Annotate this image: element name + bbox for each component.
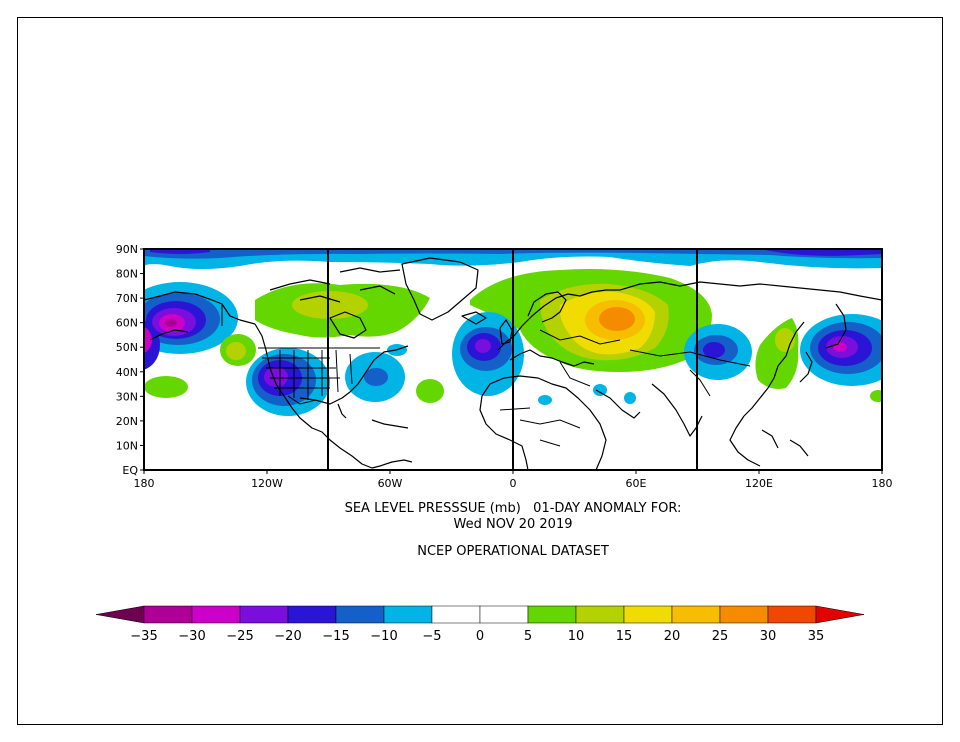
lon-label: 0 [510,477,517,490]
country-borders [221,304,751,447]
legend-swatch [143,605,193,624]
legend-arrow-low [95,605,145,624]
lon-label: 180 [134,477,155,490]
lat-label: 40N [116,366,138,379]
lon-label: 180 [872,477,893,490]
lat-label: 70N [116,292,138,305]
legend-label: −10 [370,629,397,644]
arctic-high [255,269,712,372]
legend-swatch [239,605,289,624]
color-legend: −35 −30 −25 −20 −15 −10 −5 0 5 10 15 20 25 30 35 [95,605,865,644]
longitude-axis: 180 120W 60W 0 60E 120E 180 [134,470,893,490]
legend-label: −20 [274,629,301,644]
dataset-label: NCEP OPERATIONAL DATASET [417,544,609,559]
legend-swatch [191,605,241,624]
lat-label: 10N [116,439,138,452]
legend-label: −35 [130,629,157,644]
legend-arrow-high [815,605,865,624]
legend-label: −25 [226,629,253,644]
legend-label: 10 [568,629,585,644]
legend-swatch [719,605,769,624]
legend-swatch [383,605,433,624]
legend-swatch [575,605,625,624]
east-asia-high [755,318,799,389]
lat-label: 60N [116,317,138,330]
legend-label: 5 [524,629,532,644]
lat-label: EQ [122,464,138,477]
legend-swatch [479,605,529,624]
legend-label: −30 [178,629,205,644]
subtropical-high-cell [144,376,188,398]
legend-swatch [431,605,481,624]
legend-label: 20 [664,629,681,644]
chart-title: SEA LEVEL PRESSSUE (mb) 01-DAY ANOMALY F… [345,501,682,516]
coastlines [144,257,882,470]
lat-label: 80N [116,268,138,281]
southwest-us-low [246,348,330,416]
legend-label: −5 [422,629,441,644]
legend-swatch [767,605,817,624]
mongolia-low [684,324,752,380]
legend-label: 25 [712,629,729,644]
latitude-axis: 90N 80N 70N 60N 50N 40N 30N 20N 10N EQ [116,243,144,477]
north-atlantic-low [452,312,524,396]
kamchatka-low [800,314,882,386]
legend-swatch [527,605,577,624]
lat-label: 30N [116,390,138,403]
legend-label: 35 [808,629,825,644]
lon-label: 120E [745,477,773,490]
figure-frame [17,17,943,725]
legend-label: 15 [616,629,633,644]
lon-label: 120W [251,477,283,490]
legend-swatch [623,605,673,624]
lon-label: 60E [626,477,647,490]
legend-label: 30 [760,629,777,644]
legend-swatch [335,605,385,624]
lon-label: 60W [378,477,403,490]
legend-swatch [287,605,337,624]
lat-label: 90N [116,243,138,256]
legend-label: −15 [322,629,349,644]
chart-date: Wed NOV 20 2019 [454,517,573,532]
lat-label: 50N [116,341,138,354]
lat-label: 20N [116,415,138,428]
legend-swatch [671,605,721,624]
aleutian-low [144,282,238,354]
legend-label: 0 [476,629,484,644]
mid-atlantic-high [416,379,444,403]
